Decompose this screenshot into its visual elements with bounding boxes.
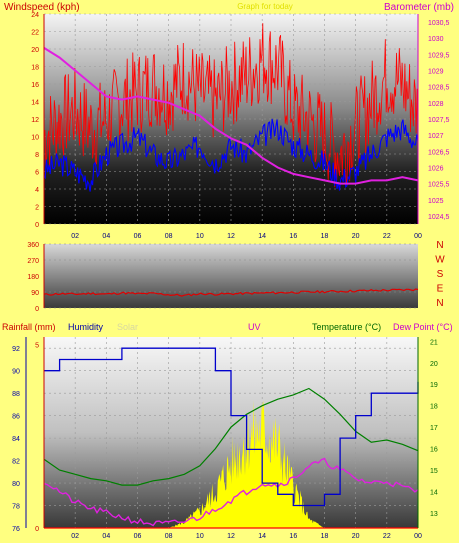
temperature-tick-label: 16 (430, 447, 438, 454)
x-tick-label: 00 (414, 533, 422, 540)
humidity-tick-label: 86 (12, 414, 20, 421)
y2-tick-label: 1025,5 (428, 182, 450, 189)
x-tick-label: 08 (165, 533, 173, 540)
x-tick-label: 06 (134, 533, 142, 540)
y-tick-label: 18 (31, 65, 39, 72)
humidity-tick-label: 90 (12, 369, 20, 376)
rain-tick-label: 0 (35, 526, 39, 533)
humidity-tick-label: 92 (12, 346, 20, 353)
x-tick-label: 16 (289, 233, 297, 240)
y-tick-label: 22 (31, 30, 39, 37)
temperature-tick-label: 20 (430, 361, 438, 368)
y-tick-label: 4 (35, 187, 39, 194)
temperature-tick-label: 15 (430, 468, 438, 475)
right-axis-title: Barometer (mb) (384, 2, 454, 13)
x-tick-label: 12 (227, 233, 235, 240)
y-tick-label: 0 (35, 222, 39, 229)
y-tick-label: 10 (31, 135, 39, 142)
y2-tick-label: 1024,5 (428, 214, 450, 221)
y2-tick-label: 1030 (428, 36, 444, 43)
humidity-tick-label: 82 (12, 459, 20, 466)
y-tick-label: 12 (31, 117, 39, 124)
top-caption: Graph for today (237, 2, 293, 11)
x-tick-label: 22 (383, 233, 391, 240)
y-tick-label: 8 (35, 152, 39, 159)
x-tick-label: 16 (289, 533, 297, 540)
y-tick-label: 6 (35, 170, 39, 177)
y2-tick-label: 1027,5 (428, 117, 450, 124)
y-tick-label: 14 (31, 100, 39, 107)
temperature-tick-label: 19 (430, 382, 438, 389)
direction-tick-label: 360 (27, 242, 39, 249)
uv-label: UV (248, 322, 261, 332)
x-tick-label: 18 (321, 533, 329, 540)
x-tick-label: 00 (414, 233, 422, 240)
x-tick-label: 18 (321, 233, 329, 240)
compass-label: N (436, 298, 443, 309)
temperature-tick-label: 14 (430, 490, 438, 497)
temperature-tick-label: 13 (430, 511, 438, 518)
left-axis-title: Windspeed (kph) (4, 2, 80, 13)
x-tick-label: 08 (165, 233, 173, 240)
x-tick-label: 04 (102, 233, 110, 240)
compass-label: N (436, 240, 443, 251)
x-tick-label: 12 (227, 533, 235, 540)
x-tick-label: 02 (71, 533, 79, 540)
y2-tick-label: 1028,5 (428, 85, 450, 92)
humidity-tick-label: 88 (12, 391, 20, 398)
wind-speed-line (43, 23, 419, 188)
y2-tick-label: 1025 (428, 198, 444, 205)
y2-tick-label: 1027 (428, 133, 444, 140)
temperature-tick-label: 17 (430, 425, 438, 432)
solar-label: Solar (117, 322, 138, 332)
direction-tick-label: 270 (27, 258, 39, 265)
temperature-label: Temperature (°C) (312, 322, 381, 332)
y2-tick-label: 1029,5 (428, 52, 450, 59)
direction-tick-label: 90 (31, 290, 39, 297)
y2-tick-label: 1028 (428, 101, 444, 108)
humidity-tick-label: 76 (12, 526, 20, 533)
humidity-label: Humidity (68, 322, 104, 332)
y2-tick-label: 1026,5 (428, 149, 450, 156)
y2-tick-label: 1029 (428, 69, 444, 76)
y2-tick-label: 1030,5 (428, 20, 450, 27)
x-tick-label: 10 (196, 233, 204, 240)
dew-point-line (43, 457, 419, 527)
pressure-line (43, 47, 419, 185)
temperature-tick-label: 18 (430, 404, 438, 411)
dew-point-label: Dew Point (°C) (393, 322, 453, 332)
rain-tick-label: 5 (35, 342, 39, 349)
humidity-tick-label: 84 (12, 436, 20, 443)
y-tick-label: 24 (31, 12, 39, 19)
rainfall-label: Rainfall (mm) (2, 322, 56, 332)
y-tick-label: 2 (35, 205, 39, 212)
compass-label: E (437, 284, 444, 295)
humidity-line (44, 347, 419, 507)
compass-label: W (435, 255, 445, 266)
direction-tick-label: 0 (35, 306, 39, 313)
y-tick-label: 16 (31, 82, 39, 89)
x-tick-label: 20 (352, 533, 360, 540)
x-tick-label: 20 (352, 233, 360, 240)
humidity-tick-label: 78 (12, 504, 20, 511)
humidity-tick-label: 80 (12, 481, 20, 488)
x-tick-label: 02 (71, 233, 79, 240)
x-tick-label: 14 (258, 533, 266, 540)
solar-area (44, 400, 418, 528)
temperature-tick-label: 21 (430, 339, 438, 346)
y-tick-label: 20 (31, 47, 39, 54)
x-tick-label: 04 (102, 533, 110, 540)
y2-tick-label: 1026 (428, 165, 444, 172)
wind-direction-line (43, 288, 419, 297)
compass-label: S (437, 269, 444, 280)
x-tick-label: 14 (258, 233, 266, 240)
x-tick-label: 06 (134, 233, 142, 240)
x-tick-label: 10 (196, 533, 204, 540)
x-tick-label: 22 (383, 533, 391, 540)
direction-tick-label: 180 (27, 274, 39, 281)
